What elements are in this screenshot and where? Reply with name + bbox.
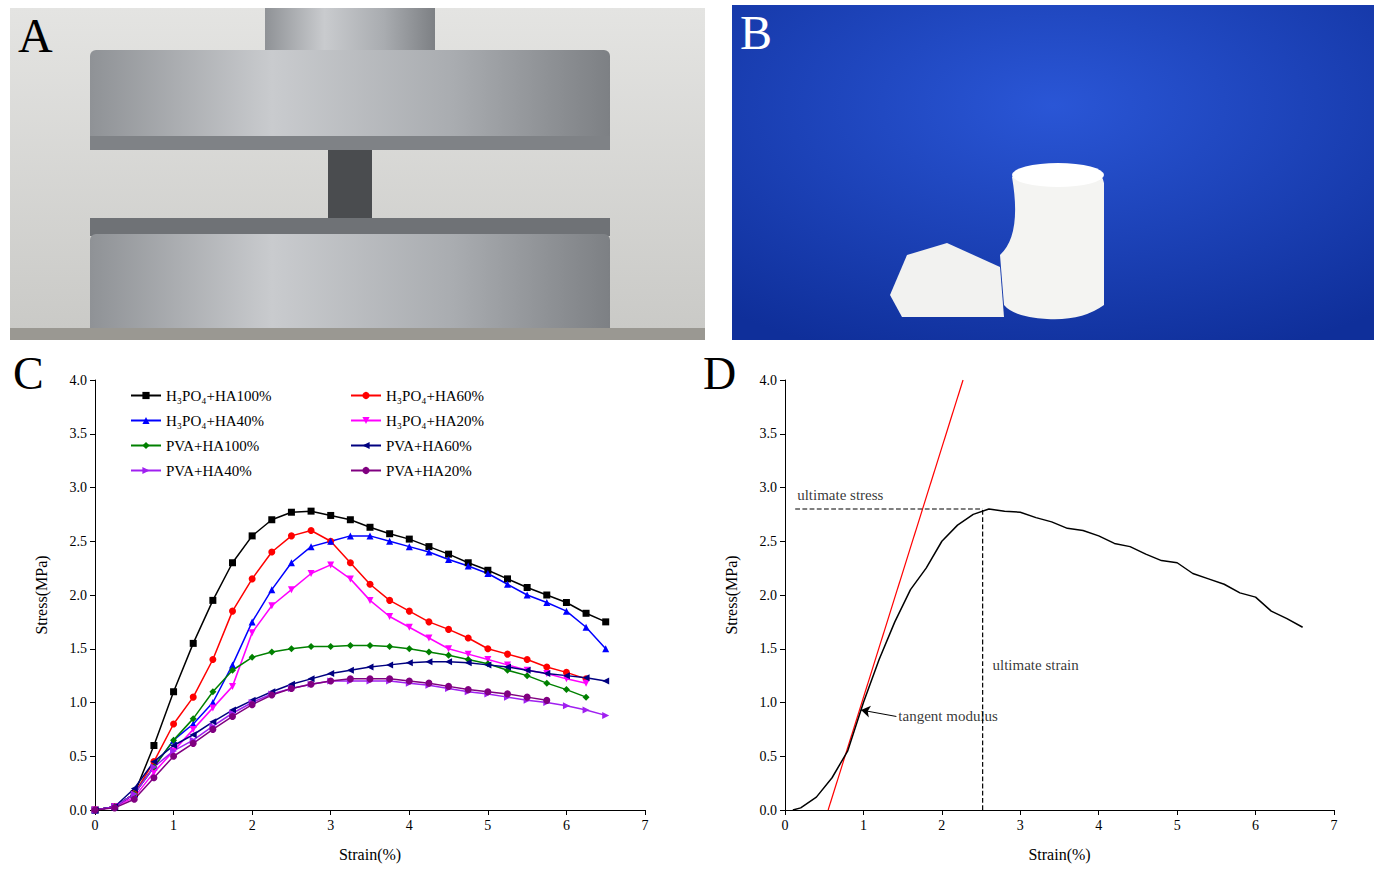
svg-text:1: 1 bbox=[170, 818, 177, 833]
svg-text:4: 4 bbox=[1095, 818, 1102, 833]
svg-text:0.5: 0.5 bbox=[760, 749, 778, 764]
svg-text:7: 7 bbox=[642, 818, 649, 833]
svg-text:3.0: 3.0 bbox=[760, 480, 778, 495]
svg-text:2: 2 bbox=[249, 818, 256, 833]
html-text:B: B bbox=[740, 6, 772, 59]
svg-text:5: 5 bbox=[484, 818, 491, 833]
svg-text:Stress(MPa): Stress(MPa) bbox=[33, 555, 51, 634]
svg-text:H₃PO₄+HA40%: H₃PO₄+HA40% bbox=[166, 413, 264, 429]
svg-text:C: C bbox=[13, 348, 44, 399]
svg-text:1.5: 1.5 bbox=[760, 641, 778, 656]
svg-text:2.5: 2.5 bbox=[760, 534, 778, 549]
svg-text:0.5: 0.5 bbox=[70, 749, 88, 764]
svg-text:5: 5 bbox=[1174, 818, 1181, 833]
svg-text:3: 3 bbox=[327, 818, 334, 833]
svg-text:0: 0 bbox=[782, 818, 789, 833]
svg-text:0.0: 0.0 bbox=[70, 803, 88, 818]
svg-text:6: 6 bbox=[1252, 818, 1259, 833]
svg-text:1.5: 1.5 bbox=[70, 641, 88, 656]
svg-text:3: 3 bbox=[1017, 818, 1024, 833]
svg-text:1.0: 1.0 bbox=[70, 695, 88, 710]
svg-text:2.0: 2.0 bbox=[70, 588, 88, 603]
svg-text:tangent modulus: tangent modulus bbox=[898, 708, 998, 724]
svg-text:3.0: 3.0 bbox=[70, 480, 88, 495]
svg-text:1: 1 bbox=[860, 818, 867, 833]
svg-text:2: 2 bbox=[938, 818, 945, 833]
svg-text:Strain(%): Strain(%) bbox=[1028, 846, 1090, 864]
svg-text:ultimate stress: ultimate stress bbox=[797, 487, 883, 503]
svg-text:4.0: 4.0 bbox=[70, 373, 88, 388]
svg-text:3.5: 3.5 bbox=[760, 426, 778, 441]
svg-text:3.5: 3.5 bbox=[70, 426, 88, 441]
svg-text:PVA+HA60%: PVA+HA60% bbox=[386, 438, 472, 454]
svg-text:2.5: 2.5 bbox=[70, 534, 88, 549]
svg-text:PVA+HA40%: PVA+HA40% bbox=[166, 463, 252, 479]
svg-text:D: D bbox=[703, 348, 736, 399]
svg-text:6: 6 bbox=[563, 818, 570, 833]
svg-text:2.0: 2.0 bbox=[760, 588, 778, 603]
svg-text:Stress(MPa): Stress(MPa) bbox=[723, 555, 741, 634]
svg-text:7: 7 bbox=[1331, 818, 1338, 833]
svg-text:1.0: 1.0 bbox=[760, 695, 778, 710]
svg-text:H₃PO₄+HA100%: H₃PO₄+HA100% bbox=[166, 388, 272, 404]
svg-text:4: 4 bbox=[406, 818, 413, 833]
svg-text:4.0: 4.0 bbox=[760, 373, 778, 388]
html-text:A: A bbox=[18, 9, 53, 62]
svg-text:PVA+HA100%: PVA+HA100% bbox=[166, 438, 259, 454]
svg-text:H₃PO₄+HA20%: H₃PO₄+HA20% bbox=[386, 413, 484, 429]
svg-text:H₃PO₄+HA60%: H₃PO₄+HA60% bbox=[386, 388, 484, 404]
svg-text:PVA+HA20%: PVA+HA20% bbox=[386, 463, 472, 479]
svg-text:0.0: 0.0 bbox=[760, 803, 778, 818]
svg-text:0: 0 bbox=[92, 818, 99, 833]
svg-text:ultimate strain: ultimate strain bbox=[992, 657, 1079, 673]
svg-text:Strain(%): Strain(%) bbox=[339, 846, 401, 864]
